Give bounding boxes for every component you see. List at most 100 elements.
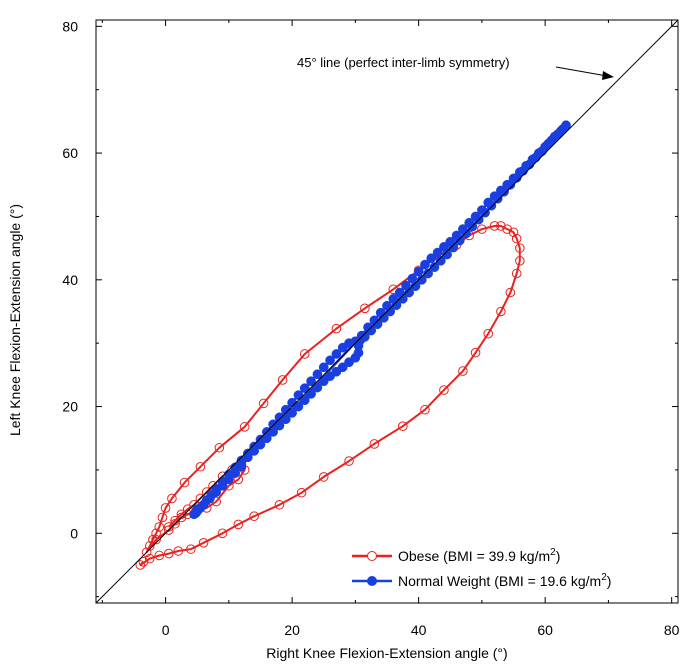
data-point-obese <box>489 221 500 231</box>
data-point-obese <box>198 537 209 548</box>
plot-frame <box>95 19 679 604</box>
data-point-normal <box>293 401 304 412</box>
y-axis-label: Left Knee Flexion-Extension angle (°) <box>7 204 23 436</box>
data-point-obese <box>249 511 259 521</box>
data-point-normal <box>410 281 421 292</box>
data-point-normal <box>511 172 522 183</box>
data-point-obese <box>369 439 380 449</box>
data-point-normal <box>299 383 310 394</box>
data-point-normal <box>299 395 310 406</box>
reference-line-layer <box>96 20 678 603</box>
data-point-obese <box>274 499 285 510</box>
y-tick-label: 60 <box>62 145 78 161</box>
reference-45-degree-line <box>96 20 678 603</box>
data-point-normal <box>518 165 528 176</box>
data-point-obese <box>151 528 161 539</box>
data-point-obese <box>502 224 512 234</box>
data-point-normal <box>378 312 389 323</box>
data-point-obese <box>170 515 180 526</box>
series-obese <box>135 221 525 570</box>
y-tick-label: 80 <box>62 18 78 34</box>
data-point-normal <box>306 376 316 387</box>
data-point-obese <box>470 347 481 358</box>
data-point-normal <box>242 452 253 463</box>
data-point-normal <box>325 355 335 366</box>
reference-line-label: 45° line (perfect inter-limb symmetry) <box>297 55 510 70</box>
data-point-normal <box>268 427 278 437</box>
data-point-obese <box>239 422 250 432</box>
data-point-normal <box>355 335 366 345</box>
data-point-normal <box>461 228 471 239</box>
data-point-normal <box>549 131 560 142</box>
data-point-obese <box>154 550 165 561</box>
data-point-normal <box>442 249 452 260</box>
data-point-obese <box>439 385 449 395</box>
data-point-normal <box>366 325 377 336</box>
x-tick-label: 40 <box>411 622 427 638</box>
data-point-obese <box>163 525 174 535</box>
data-point-obese <box>515 243 525 253</box>
data-point-obese <box>138 557 149 567</box>
data-point-normal <box>423 268 433 279</box>
data-point-obese <box>511 268 522 279</box>
data-point-normal <box>372 319 383 330</box>
x-tick-label: 80 <box>664 622 680 638</box>
data-point-obese <box>182 504 193 515</box>
data-point-obese <box>144 541 155 551</box>
data-point-obese <box>258 398 269 409</box>
data-point-obese <box>167 493 177 504</box>
series-line-obese <box>139 225 521 566</box>
y-tick-label: 20 <box>62 399 78 415</box>
data-point-normal <box>312 369 323 380</box>
data-point-obese <box>318 472 329 482</box>
data-point-obese <box>176 509 187 520</box>
legend-marker-icon <box>367 551 377 561</box>
data-point-normal <box>454 235 465 246</box>
data-point-normal <box>416 274 427 285</box>
data-point-normal <box>325 371 335 381</box>
data-point-normal <box>331 349 342 359</box>
arrow-head-icon <box>602 71 614 80</box>
data-point-obese <box>186 544 196 554</box>
data-point-normal <box>217 480 228 491</box>
data-point-normal <box>306 389 316 399</box>
data-point-obese <box>214 442 225 453</box>
x-axis-label: Right Knee Flexion-Extension angle (°) <box>266 645 507 661</box>
legend-label: Obese (BMI = 39.9 kg/m2) <box>398 547 560 564</box>
data-point-obese <box>141 547 152 558</box>
legend-item-normal: Normal Weight (BMI = 19.6 kg/m2) <box>352 572 611 589</box>
data-point-normal <box>344 357 354 368</box>
legend-item-obese: Obese (BMI = 39.9 kg/m2) <box>352 547 560 564</box>
data-point-normal <box>397 293 408 304</box>
data-point-obese <box>420 404 430 415</box>
data-point-obese <box>157 512 168 523</box>
data-point-normal <box>287 408 297 418</box>
y-tick-label: 40 <box>62 272 78 288</box>
data-point-obese <box>483 328 494 339</box>
data-point-normal <box>280 414 291 425</box>
data-point-normal <box>556 126 566 136</box>
data-point-normal <box>420 259 430 270</box>
data-point-normal <box>413 266 424 277</box>
legend: Obese (BMI = 39.9 kg/m2) Normal Weight (B… <box>352 547 611 589</box>
data-point-obese <box>233 519 244 530</box>
reference-line-annotation: 45° line (perfect inter-limb symmetry) <box>297 55 614 80</box>
data-point-obese <box>144 553 155 564</box>
data-point-normal <box>404 287 414 298</box>
data-point-normal <box>505 179 516 190</box>
data-point-normal <box>385 306 396 317</box>
data-point-normal <box>249 446 260 456</box>
data-point-normal <box>530 152 541 163</box>
data-point-obese <box>160 503 171 513</box>
data-point-obese <box>154 522 165 532</box>
data-point-normal <box>543 138 554 149</box>
data-point-obese <box>477 224 487 234</box>
reference-line-arrow <box>555 66 608 77</box>
data-point-obese <box>217 528 228 539</box>
axes-layer: 0 20 40 60 80 0 20 40 60 80 <box>62 18 679 638</box>
data-point-normal <box>499 186 509 197</box>
data-point-obese <box>277 375 288 385</box>
x-tick-label: 0 <box>162 622 170 638</box>
data-point-obese <box>344 456 354 466</box>
